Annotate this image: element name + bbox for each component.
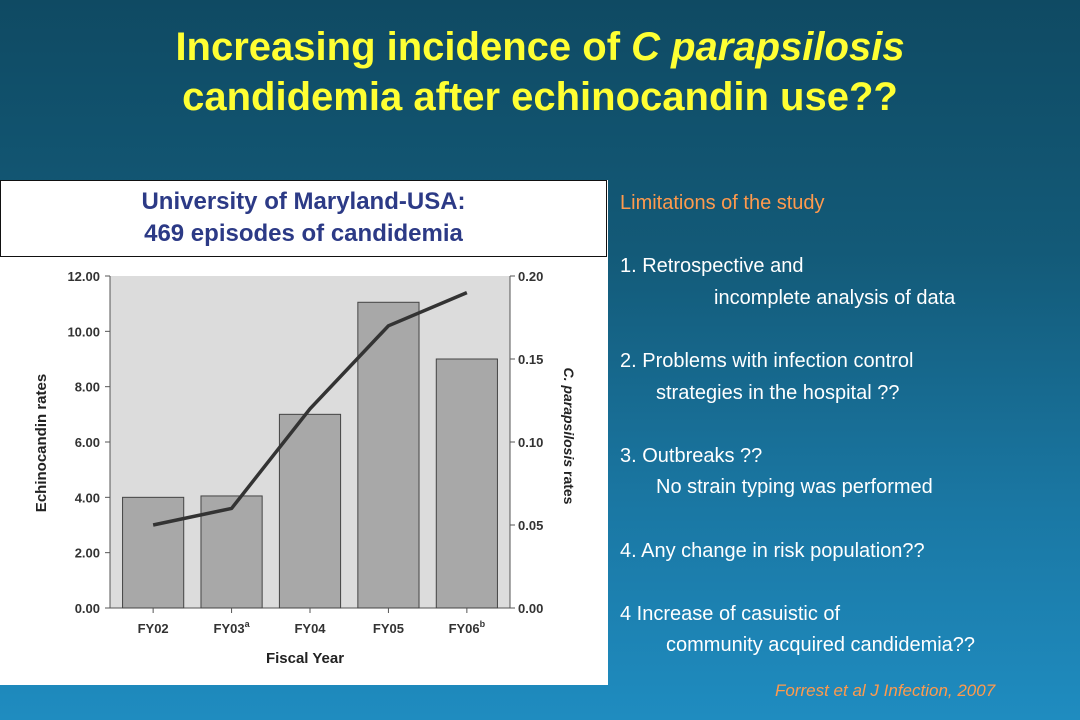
title-prefix: Increasing incidence of xyxy=(175,25,632,69)
y-tick-label: 2.00 xyxy=(75,546,100,561)
item-4-line1: 4. Any change in risk population?? xyxy=(620,539,925,562)
echinocandin-chart: Echinocandin rates C. parapsilosis rates… xyxy=(33,269,577,667)
item-5-line2: community acquired candidemia?? xyxy=(666,634,976,657)
study-episodes: 469 episodes of candidemia xyxy=(144,220,463,247)
title-species: C parapsilosis xyxy=(631,25,905,69)
bar-fy04 xyxy=(278,413,342,609)
x-tick-label: FY02 xyxy=(138,621,169,636)
y-axis-right-label: C. parapsilosis rates xyxy=(561,368,577,505)
x-axis-label: Fiscal Year xyxy=(266,650,344,667)
item-2-line2: strategies in the hospital ?? xyxy=(656,381,900,404)
study-header-box: University of Maryland-USA: 469 episodes… xyxy=(0,180,607,257)
y-tick-label: 0.00 xyxy=(75,601,100,616)
y-right-tick-label: 0.00 xyxy=(518,601,543,616)
slide-title: Increasing incidence of C parapsilosis c… xyxy=(0,22,1080,122)
item-5-line1: 4 Increase of casuistic of xyxy=(620,602,841,625)
y-right-tick-label: 0.10 xyxy=(518,435,543,450)
limitations-list: Limitations of the study 1. Retrospectiv… xyxy=(620,188,1080,662)
y-tick-label: 4.00 xyxy=(75,490,100,505)
bar-fy05 xyxy=(357,301,420,609)
bar-fy06 xyxy=(435,358,498,609)
y-axis-label: Echinocandin rates xyxy=(33,374,50,512)
study-location: University of Maryland-USA: xyxy=(141,188,466,215)
item-3-line1: 3. Outbreaks ?? xyxy=(620,444,763,467)
title-line2: candidemia after echinocandin use?? xyxy=(182,75,898,119)
x-tick-superscript: a xyxy=(245,619,251,629)
y-tick-label: 6.00 xyxy=(75,435,100,450)
citation: Forrest et al J Infection, 2007 xyxy=(775,681,996,700)
x-tick-superscript: b xyxy=(480,619,486,629)
y-right-tick-label: 0.15 xyxy=(518,352,543,367)
parapsilosis-rate-line xyxy=(152,290,468,527)
x-tick-label: FY05 xyxy=(373,621,404,636)
y-right-tick-label: 0.20 xyxy=(518,269,543,284)
limitations-title: Limitations of the study xyxy=(620,192,825,214)
y-tick-label: 10.00 xyxy=(67,324,100,339)
x-tick-label: FY06b xyxy=(449,619,486,636)
item-1-line2: incomplete analysis of data xyxy=(714,286,956,309)
y-right-tick-label: 0.05 xyxy=(518,518,543,533)
bar-fy02 xyxy=(122,496,185,609)
item-1-line1: 1. Retrospective and xyxy=(620,255,804,278)
x-tick-label: FY03a xyxy=(214,619,251,636)
y-tick-label: 8.00 xyxy=(75,380,100,395)
item-2-line1: 2. Problems with infection control xyxy=(620,349,914,372)
y-axis-right-label-rest: rates xyxy=(561,467,577,505)
y-tick-label: 12.00 xyxy=(67,269,100,284)
item-3-line2: No strain typing was performed xyxy=(656,476,933,499)
y-axis-right-label-species: C. parapsilosis xyxy=(561,368,577,468)
x-tick-label: FY04 xyxy=(294,621,326,636)
